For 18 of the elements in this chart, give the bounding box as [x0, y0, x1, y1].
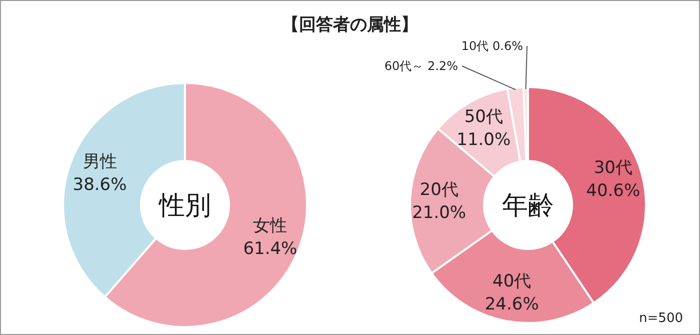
slice-label: 男性 [82, 152, 117, 172]
slice-label: 30代 [594, 158, 632, 178]
text: 【回答者の属性】 [282, 15, 418, 35]
data-label: 38.6% [72, 175, 127, 196]
text: 性別 [158, 191, 211, 221]
data-label: 61.4% [243, 238, 298, 259]
data-label: 40.6% [586, 181, 640, 202]
slice-label: 10代 0.6% [461, 39, 523, 53]
text: n=500 [639, 311, 683, 326]
data-label: 24.6% [484, 294, 539, 315]
slice-label: 40代 [492, 272, 532, 292]
slice-label: 50代 [464, 106, 503, 127]
text: 年齢 [502, 191, 554, 221]
slice-label: 60代～ 2.2% [384, 59, 458, 73]
slice-label: 女性 [253, 216, 288, 236]
data-label: 21.0% [412, 203, 466, 224]
data-label: 11.0% [456, 130, 511, 150]
slice-label: 20代 [420, 180, 458, 200]
